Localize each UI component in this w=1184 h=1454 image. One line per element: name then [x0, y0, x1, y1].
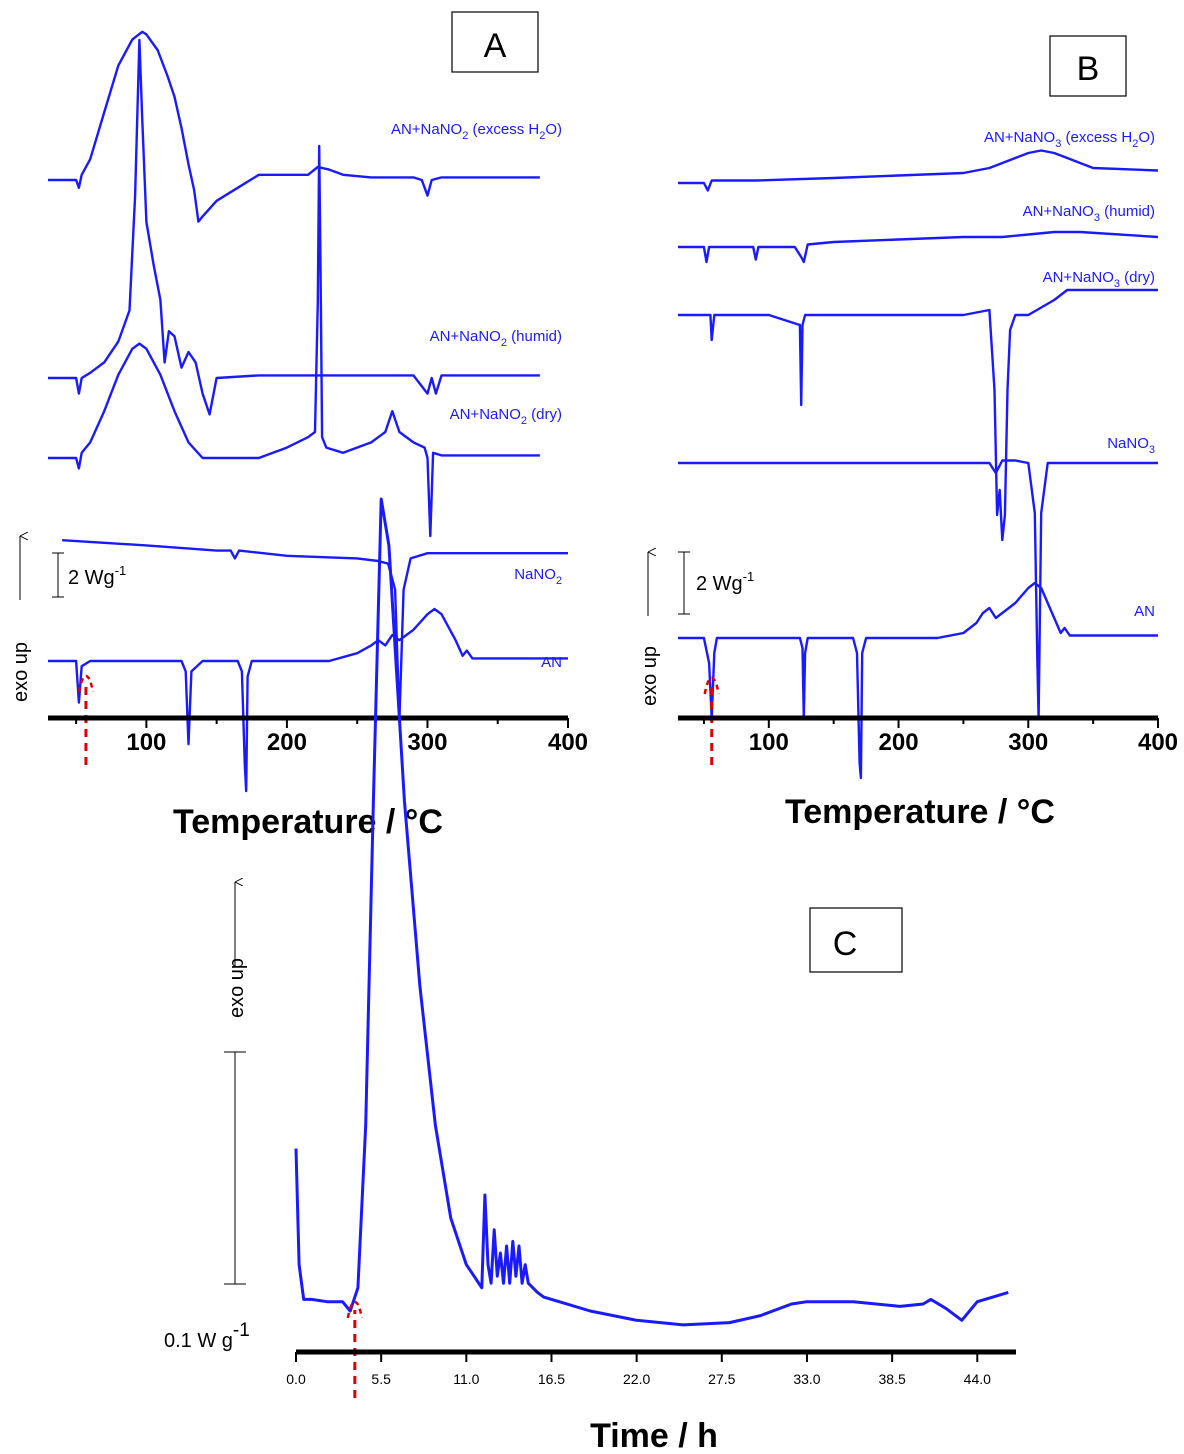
- panel-b-exo-text: exo up: [639, 646, 661, 706]
- panel-b-letter-box: [1049, 35, 1127, 97]
- panel-b-label-b_humid: AN+NaNO3 (humid): [1023, 203, 1155, 224]
- panel-c-letter-box: [809, 907, 903, 973]
- svg-text:2 Wg-1: 2 Wg-1: [696, 569, 754, 595]
- panel-c-exo-text: exo up: [226, 958, 248, 1018]
- panel-c-x-tick-label: 5.5: [371, 1371, 391, 1387]
- panel-b-x-tick-label: 100: [749, 729, 789, 756]
- panel-a-x-tick-label: 400: [548, 729, 588, 756]
- panel-b-x-tick-label: 300: [1008, 729, 1048, 756]
- panel-a-label-a_an: AN: [541, 654, 562, 671]
- panel-b-series-1-line: [678, 149, 1159, 192]
- panel-b-label-b_nano3: NaNO3: [1107, 435, 1155, 456]
- panel-c-letter: C: [833, 925, 858, 963]
- panel-a: 100 200 300 400 Temperature / °C A 2 Wg-1 e…: [10, 11, 588, 841]
- panel-b-series-3-line: [678, 288, 1158, 542]
- panel-b-label-b_dry: AN+NaNO3 (dry): [1043, 269, 1155, 290]
- panel-c: 0.0 5.5 11.0 16.5 22.0 27.5 33.0 38.5 44.0 Time …: [164, 497, 1016, 1454]
- panel-a-x-tick-label: 300: [407, 729, 447, 756]
- panel-b-x-axis-title: Temperature / °C: [785, 793, 1055, 831]
- svg-text:0.1 W g-1: 0.1 W g-1: [164, 1320, 250, 1352]
- panel-a-x-axis-title: Temperature / °C: [173, 803, 443, 841]
- panel-a-letter: A: [484, 27, 507, 65]
- panel-a-exo-text: exo up: [10, 642, 32, 702]
- panel-a-label-a_excess: AN+NaNO2 (excess H2O): [391, 121, 562, 142]
- panel-b-plot: [678, 149, 1159, 780]
- panel-b: 100 200 300 400 Temperature / °C B 2 Wg-1 e…: [639, 35, 1178, 831]
- panel-b-scale-bar: 2 Wg-1: [678, 551, 754, 615]
- panel-a-x-tick-label: 200: [267, 729, 307, 756]
- panel-a-series-2-line: [48, 38, 540, 416]
- panel-a-ticks: 100 200 300 400: [75, 718, 588, 756]
- svg-text:2 Wg-1: 2 Wg-1: [68, 563, 126, 589]
- panel-b-label-b_an: AN: [1134, 603, 1155, 620]
- panel-c-x-tick-label: 11.0: [453, 1371, 479, 1387]
- panel-a-onset-arrow: [77, 674, 95, 765]
- panel-c-series-1-line: [294, 497, 1009, 1327]
- panel-c-x-tick-label: 16.5: [538, 1371, 565, 1387]
- panel-b-series-4-line: [678, 459, 1158, 720]
- panel-b-series-2-line: [678, 230, 1159, 264]
- panel-a-x-tick-label: 100: [126, 729, 166, 756]
- panel-a-series-5-line: [48, 607, 568, 793]
- panel-c-x-tick-label: 27.5: [708, 1371, 735, 1387]
- panel-c-x-tick-label: 0.0: [286, 1371, 306, 1387]
- panel-a-scale-sup: -1: [115, 563, 127, 578]
- panel-b-onset-arrow: [703, 676, 720, 765]
- panel-a-label-a_humid: AN+NaNO2 (humid): [430, 328, 562, 349]
- panel-b-label-b_excess: AN+NaNO3 (excess H2O): [984, 129, 1155, 150]
- panel-c-scale-sup: -1: [233, 1320, 250, 1341]
- panel-a-exo-indicator: exo up: [10, 536, 32, 702]
- panel-c-x-axis-title: Time / h: [590, 1417, 718, 1454]
- panel-b-ticks: 100 200 300 400: [702, 718, 1178, 756]
- panel-a-series-3-line: [48, 144, 540, 538]
- panel-c-scale-text: 0.1 W g: [164, 1330, 233, 1352]
- panel-b-letter: B: [1077, 50, 1100, 88]
- panel-c-scale-bar: 0.1 W g-1: [164, 1051, 250, 1352]
- panel-b-x-tick-label: 200: [879, 729, 919, 756]
- panel-a-label-a_dry: AN+NaNO2 (dry): [450, 406, 562, 427]
- panel-c-x-tick-label: 33.0: [793, 1371, 820, 1387]
- panel-c-x-tick-label: 22.0: [623, 1371, 650, 1387]
- panel-b-series-labels: AN+NaNO3 (excess H2O) AN+NaNO3 (humid) AN+…: [984, 129, 1155, 620]
- panel-b-scale-text: 2 Wg: [696, 573, 743, 595]
- panel-b-exo-indicator: exo up: [639, 552, 661, 706]
- panel-b-x-tick-label: 400: [1138, 729, 1178, 756]
- panel-b-series-5-line: [678, 581, 1158, 780]
- panel-c-exo-indicator: exo up: [226, 882, 248, 1018]
- panel-a-letter-box: [451, 11, 539, 73]
- panel-a-plot: [48, 30, 568, 793]
- panel-a-series-1-line: [48, 30, 540, 223]
- panel-c-x-tick-label: 44.0: [964, 1371, 991, 1387]
- panel-c-ticks: 0.0 5.5 11.0 16.5 22.0 27.5 33.0 38.5 44.0: [286, 1352, 991, 1387]
- panel-b-scale-sup: -1: [743, 569, 755, 584]
- panel-a-scale-bar: 2 Wg-1: [52, 552, 126, 598]
- panel-a-series-4-line: [62, 539, 568, 721]
- panel-a-series-labels: AN+NaNO2 (excess H2O) AN+NaNO2 (humid) AN+…: [391, 121, 562, 671]
- panel-a-label-a_nano2: NaNO2: [514, 566, 562, 587]
- panel-c-x-tick-label: 38.5: [879, 1371, 906, 1387]
- panel-a-scale-text: 2 Wg: [68, 567, 115, 589]
